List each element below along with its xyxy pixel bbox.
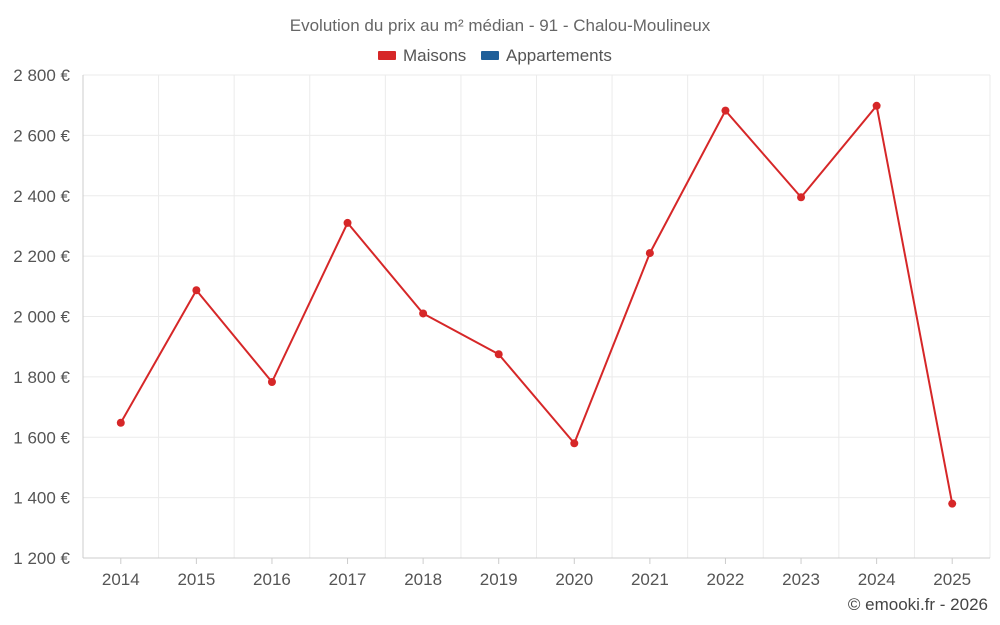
data-point-maisons	[721, 106, 730, 115]
legend-item-appartements[interactable]: Appartements	[481, 46, 612, 65]
y-tick-label: 1 400 €	[13, 489, 70, 508]
x-tick-label: 2016	[253, 570, 291, 589]
x-tick-label: 2021	[631, 570, 669, 589]
y-tick-label: 2 800 €	[13, 66, 70, 85]
data-point-maisons	[797, 193, 806, 202]
legend: Maisons Appartements	[378, 46, 612, 65]
data-point-maisons	[116, 418, 125, 427]
x-tick-label: 2023	[782, 570, 820, 589]
legend-swatch-maisons	[378, 51, 396, 60]
x-tick-label: 2022	[707, 570, 745, 589]
legend-label-appartements: Appartements	[506, 46, 612, 65]
legend-swatch-appartements	[481, 51, 499, 60]
y-tick-label: 1 200 €	[13, 549, 70, 568]
credit-text: © emooki.fr - 2026	[848, 595, 988, 614]
legend-label-maisons: Maisons	[403, 46, 466, 65]
x-tick-label: 2025	[933, 570, 971, 589]
data-point-maisons	[645, 249, 654, 258]
data-point-maisons	[267, 378, 276, 387]
data-point-maisons	[343, 218, 352, 227]
x-tick-label: 2024	[858, 570, 896, 589]
y-tick-label: 1 600 €	[13, 428, 70, 447]
x-axis: 2014 2015 2016 2017 2018 2019 2020 2021 2022 2023…	[83, 557, 990, 589]
data-point-maisons	[494, 350, 503, 359]
data-point-maisons	[948, 499, 957, 508]
y-axis: 1 200 € 1 400 € 1 600 € 1 800 € 2 000 € 2 200…	[13, 66, 84, 568]
plot-area	[116, 101, 957, 508]
y-tick-label: 2 000 €	[13, 308, 70, 327]
data-point-maisons	[570, 439, 579, 448]
y-tick-label: 2 400 €	[13, 187, 70, 206]
y-tick-label: 2 600 €	[13, 126, 70, 145]
data-point-maisons	[419, 309, 428, 318]
x-tick-label: 2014	[102, 570, 140, 589]
chart-title: Evolution du prix au m² médian - 91 - Ch…	[290, 16, 711, 35]
legend-item-maisons[interactable]: Maisons	[378, 46, 466, 65]
data-point-maisons	[872, 101, 881, 110]
y-tick-label: 2 200 €	[13, 247, 70, 266]
x-tick-label: 2019	[480, 570, 518, 589]
x-tick-label: 2018	[404, 570, 442, 589]
series-line-maisons	[119, 104, 954, 504]
y-tick-label: 1 800 €	[13, 368, 70, 387]
grid	[82, 74, 991, 558]
x-tick-label: 2015	[177, 570, 215, 589]
x-tick-label: 2020	[555, 570, 593, 589]
data-point-maisons	[192, 286, 201, 295]
x-tick-label: 2017	[329, 570, 367, 589]
